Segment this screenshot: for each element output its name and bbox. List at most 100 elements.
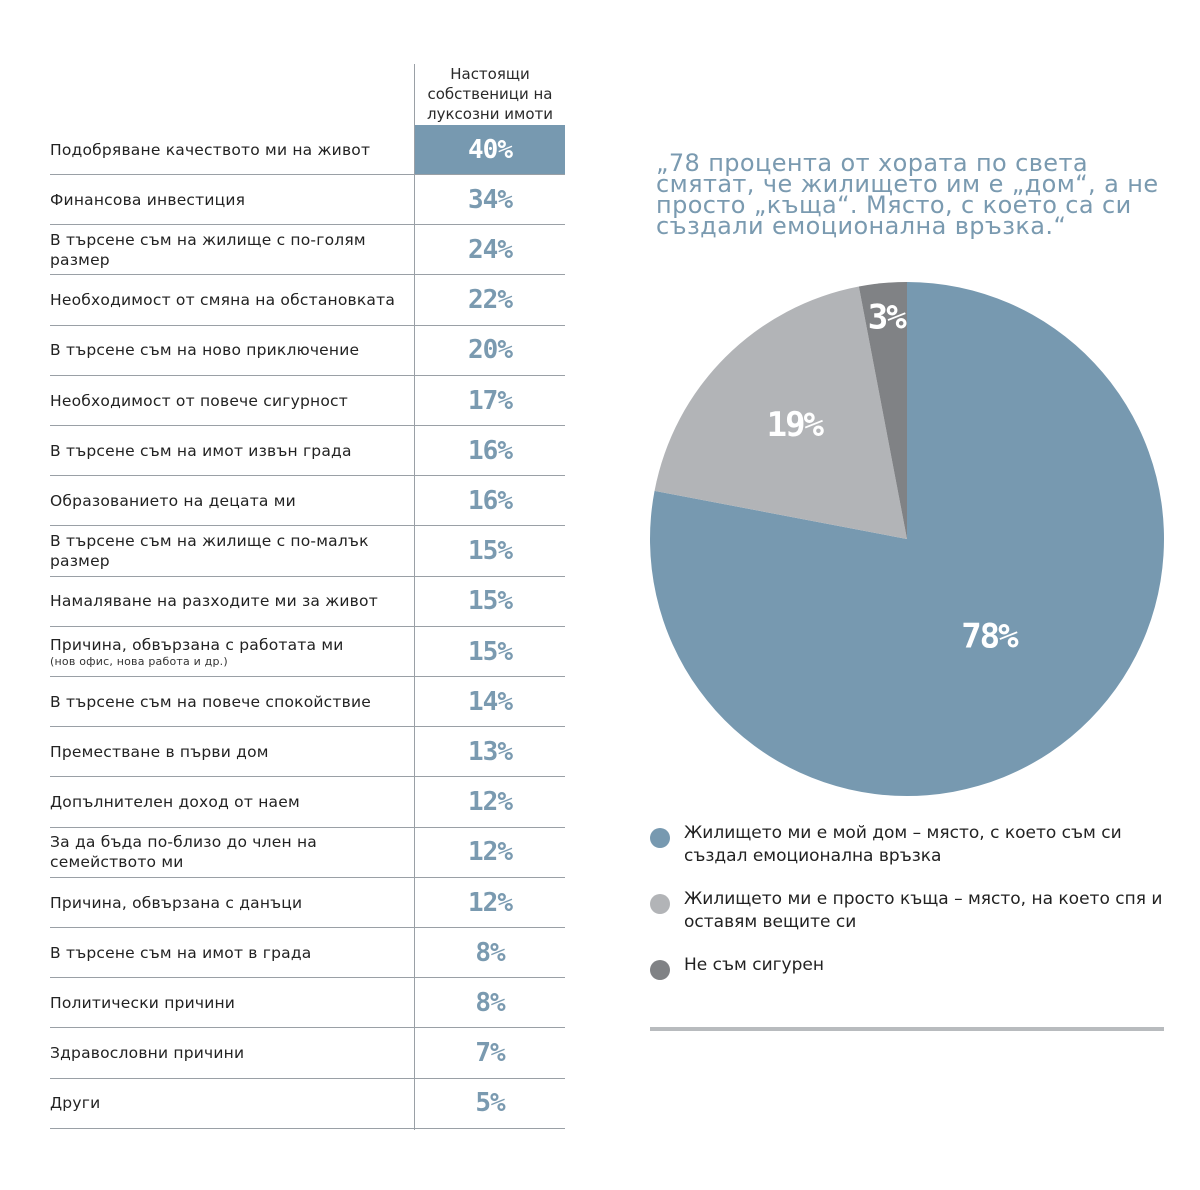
reasons-table: Настоящи собственици на луксозни имоти П… [50,64,565,1130]
row-label: В търсене съм на повече спокойствие [50,677,410,726]
row-label: Политически причини [50,978,410,1027]
row-label-text: Образованието на децата ми [50,491,296,510]
table-row: Необходимост от смяна на обстановката 22% [50,276,565,326]
pie-slice-label: 78% [961,617,1019,657]
table-row: Здравословни причини 7% [50,1029,565,1079]
table-row: В търсене съм на жилище с по-голям разме… [50,225,565,276]
row-label-text: Други [50,1094,101,1113]
table-row: Намаляване на разходите ми за живот 15% [50,577,565,627]
row-value: 16% [468,435,513,466]
row-label-text: Финансова инвестиция [50,190,246,209]
row-label: Здравословни причини [50,1029,410,1078]
row-label-text: Необходимост от повече сигурност [50,391,349,410]
legend-item: Жилището ми е просто къща – място, на ко… [650,888,1170,934]
row-value: 24% [468,234,513,265]
table-row: В търсене съм на имот в града 8% [50,928,565,979]
row-value: 15% [468,536,513,567]
table-row: Причина, обвързана с данъци 12% [50,878,565,928]
row-label-text: В търсене съм на имот в града [50,943,312,962]
row-label-text: Причина, обвързана с данъци [50,893,303,912]
row-value: 16% [468,485,513,516]
table-row: Други 5% [50,1079,565,1129]
row-label-text: Причина, обвързана с работата ми [50,635,344,654]
pie-slice-label: 3% [868,297,907,337]
row-value: 8% [475,987,505,1018]
row-label: Други [50,1079,410,1128]
row-label-text: В търсене съм на повече спокойствие [50,692,371,711]
row-label-text: В търсене съм на жилище с по-голям разме… [50,230,366,269]
row-label: Допълнителен доход от наем [50,778,410,827]
row-value: 5% [475,1088,505,1119]
row-label-text: В търсене съм на жилище с по-малък разме… [50,532,369,571]
row-label: Необходимост от смяна на обстановката [50,276,410,325]
row-label: Преместване в първи дом [50,727,410,776]
column-divider [414,64,415,1130]
row-value: 12% [468,887,513,918]
row-value: 7% [475,1038,505,1069]
legend-item: Жилището ми е мой дом – място, с което с… [650,822,1170,868]
row-label-text: Допълнителен доход от наем [50,793,300,812]
row-label: Причина, обвързана с работата ми (нов офи… [50,627,410,676]
legend-label: Жилището ми е просто къща – място, на ко… [684,889,1163,932]
row-value: 14% [468,686,513,717]
row-label-text: Намаляване на разходите ми за живот [50,592,378,611]
legend-label: Жилището ми е мой дом – място, с което с… [684,823,1122,866]
pie-slice [654,286,907,539]
row-value: 15% [468,636,513,667]
legend-swatch-icon [650,828,670,848]
row-value: 22% [468,285,513,316]
row-value: 12% [468,787,513,818]
table-row: В търсене съм на имот извън града 16% [50,426,565,477]
row-note: (нов офис, нова работа и др.) [50,654,228,668]
pie-slice-label: 19% [767,405,825,445]
row-label: Образованието на децата ми [50,476,410,525]
row-label: Необходимост от повече сигурност [50,376,410,425]
row-label: В търсене съм на ново приключение [50,326,410,375]
table-row: Допълнителен доход от наем 12% [50,778,565,828]
table-row: Подобряване качеството ми на живот 40% [50,125,565,175]
row-value: 15% [468,586,513,617]
row-value: 17% [468,385,513,416]
row-value: 12% [468,837,513,868]
row-label: В търсене съм на жилище с по-голям разме… [50,225,410,274]
row-value: 13% [468,736,513,767]
table-row: Необходимост от повече сигурност 17% [50,376,565,426]
row-value: 8% [475,937,505,968]
legend-item: Не съм сигурен [650,954,1170,980]
table-row: Политически причини 8% [50,978,565,1029]
row-label: В търсене съм на имот в града [50,928,410,977]
row-label-text: В търсене съм на имот извън града [50,441,352,460]
row-label: В търсене съм на жилище с по-малък разме… [50,527,410,576]
table-row: Причина, обвързана с работата ми (нов офи… [50,627,565,677]
table-row: За да бъда по-близо до член на семейство… [50,828,565,878]
row-value: 34% [468,184,513,215]
row-label: Намаляване на разходите ми за живот [50,577,410,626]
row-label-text: Необходимост от смяна на обстановката [50,291,396,310]
table-row: В търсене съм на ново приключение 20% [50,326,565,376]
pie-legend: Жилището ми е мой дом – място, с което с… [650,822,1170,997]
row-label-text: Политически причини [50,993,236,1012]
row-label-text: За да бъда по-близо до член на семейство… [50,833,317,872]
row-label: Причина, обвързана с данъци [50,878,410,927]
legend-swatch-icon [650,894,670,914]
column-header: Настоящи собственици на луксозни имоти [427,65,553,123]
table-row: В търсене съм на повече спокойствие 14% [50,677,565,728]
legend-label: Не съм сигурен [684,955,824,975]
quote-text: „78 процента от хората по света смятат, … [656,149,1159,240]
table-row: Преместване в първи дом 13% [50,727,565,778]
legend-swatch-icon [650,960,670,980]
pie-slice [858,282,907,539]
row-value: 20% [468,335,513,366]
table-row: В търсене съм на жилище с по-малък разме… [50,527,565,577]
row-label: Подобряване качеството ми на живот [50,125,410,174]
row-label: Финансова инвестиция [50,175,410,224]
row-value: 40% [415,125,565,174]
pie-chart: 78% 19% 3% [650,282,1164,796]
row-label-text: В търсене съм на ново приключение [50,341,360,360]
table-row: Образованието на децата ми 16% [50,476,565,527]
row-label-text: Здравословни причини [50,1044,245,1063]
row-label: В търсене съм на имот извън града [50,426,410,475]
row-label: За да бъда по-близо до член на семейство… [50,828,410,877]
row-label-text: Преместване в първи дом [50,742,269,761]
table-row: Финансова инвестиция 34% [50,175,565,226]
